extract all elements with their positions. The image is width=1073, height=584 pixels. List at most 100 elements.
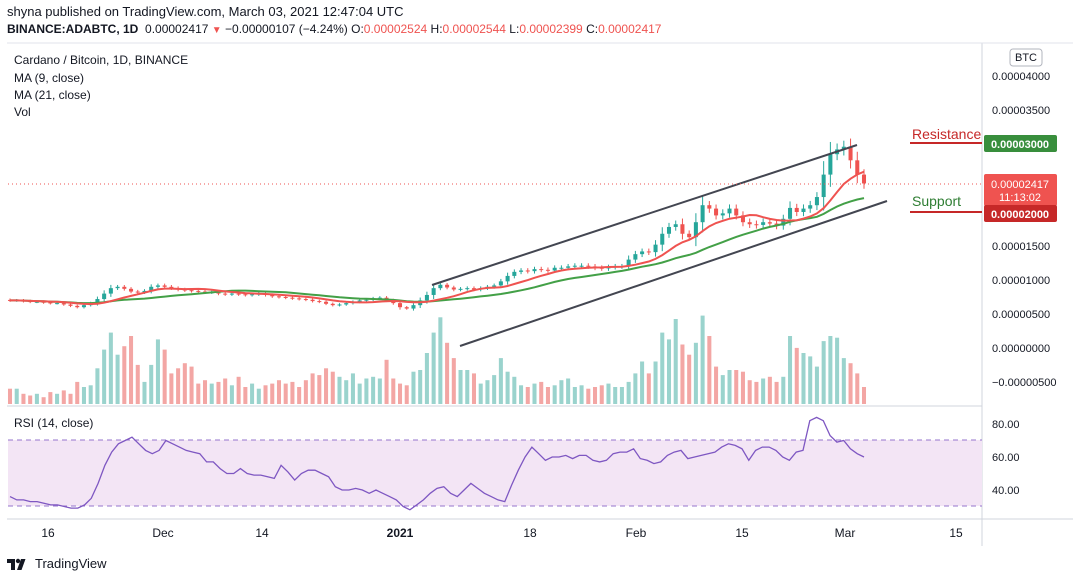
candle-body (593, 266, 598, 268)
candle-body (841, 146, 846, 150)
volume-bar (666, 339, 672, 404)
volume-bar (660, 332, 665, 404)
close-value: 0.00002417 (598, 22, 662, 36)
volume-bar (48, 392, 53, 404)
volume-bar (552, 385, 557, 404)
candle-body (115, 286, 120, 289)
volume-bar (801, 353, 806, 404)
volume-bar (646, 373, 651, 404)
volume-bar (633, 373, 638, 404)
volume-bar (391, 378, 396, 404)
volume-bar (788, 336, 793, 404)
volume-bar (149, 364, 154, 404)
candle-body (202, 291, 208, 293)
support-label: Support (912, 193, 961, 209)
down-arrow-icon: ▼ (211, 25, 222, 36)
candle-body (821, 174, 826, 198)
volume-bar (276, 380, 281, 404)
volume-bar (7, 388, 13, 404)
volume-bar (458, 370, 463, 404)
price-tick-label: 0.00004000 (992, 71, 1050, 83)
rsi-tick-label: 40.00 (992, 485, 1020, 497)
candle-body (445, 284, 450, 288)
candle-body (243, 294, 248, 296)
volume-bar (364, 378, 369, 404)
candle-body (861, 174, 867, 184)
time-tick-label: 15 (735, 526, 749, 540)
volume-bar (653, 361, 658, 404)
volume-bar (350, 373, 355, 404)
candle-body (465, 288, 470, 290)
volume-bar (176, 368, 181, 404)
price-tick-label: 0.00002000 (992, 207, 1050, 219)
candle-body (149, 286, 154, 291)
volume-bar (774, 381, 779, 404)
tradingview-logo[interactable]: TradingView (6, 556, 107, 571)
candle-body (781, 218, 786, 226)
candle-body (613, 266, 618, 268)
rsi-legend: RSI (14, close) (14, 416, 94, 430)
countdown-text: 11:13:02 (999, 192, 1041, 204)
volume-bar (256, 388, 261, 404)
volume-bar (324, 368, 329, 404)
candle-body (7, 299, 13, 301)
candle-body (438, 284, 443, 289)
volume-bar (431, 332, 436, 404)
candle-body (122, 286, 127, 289)
volume-bar (418, 370, 423, 404)
rsi-line (9, 416, 865, 511)
price-tick-label: 0.00000500 (992, 309, 1050, 321)
candle-body (21, 300, 26, 302)
volume-bar (613, 387, 618, 404)
symbol-label: BINANCE:ADABTC, 1D (7, 22, 139, 36)
candle-body (788, 207, 793, 219)
high-value: 0.00002544 (442, 22, 506, 36)
volume-bar (586, 388, 591, 404)
price-axis[interactable]: 0.00004000 0.00003500 0.00003000 0.00002500… (992, 71, 1057, 389)
candle-body (81, 305, 86, 308)
volume-bar (14, 388, 19, 404)
volume-bar (808, 356, 813, 404)
candle-body (189, 290, 194, 292)
candle-body (814, 197, 819, 206)
volume-bar (821, 341, 826, 404)
volume-bar (451, 358, 456, 404)
volume-bar (122, 346, 127, 404)
volume-bar (626, 381, 631, 404)
candle-body (162, 285, 167, 287)
volume-bar (34, 393, 39, 404)
price-tick-label: 0.00002500 (992, 173, 1050, 185)
price-tick-label: 0.00003500 (992, 105, 1050, 117)
volume-bar (135, 364, 140, 404)
volume-bar (747, 380, 752, 404)
currency-badge[interactable] (1009, 48, 1043, 67)
volume-bar (270, 383, 275, 404)
volume-bar (189, 366, 194, 404)
volume-bar (707, 336, 712, 404)
volume-bar (344, 380, 349, 404)
candle-body (61, 303, 66, 305)
volume-bar (734, 370, 739, 404)
candle-body (653, 244, 658, 253)
volume-bar (606, 383, 611, 404)
candle-body (357, 300, 362, 302)
candle-body (129, 288, 134, 292)
candle-body (424, 294, 429, 301)
candle-body (223, 293, 228, 295)
candle-body (626, 259, 631, 267)
candle-body (276, 296, 281, 298)
volume-bar (593, 387, 598, 404)
volume-bar (835, 337, 840, 404)
volume-bar (841, 358, 846, 404)
rsi-axis[interactable]: 80.00 60.00 40.00 (992, 419, 1020, 497)
candle-body (350, 301, 355, 304)
change-value: −0.00000107 (−4.24%) (225, 22, 348, 36)
time-axis[interactable]: 16 Dec 14 2021 18 Feb 15 Mar 15 (41, 526, 963, 540)
volume-bar (545, 387, 550, 404)
candle-body (505, 275, 510, 282)
candle-body (734, 208, 739, 216)
candle-body (391, 300, 396, 304)
candle-body (142, 290, 147, 293)
volume-bar (377, 378, 382, 404)
